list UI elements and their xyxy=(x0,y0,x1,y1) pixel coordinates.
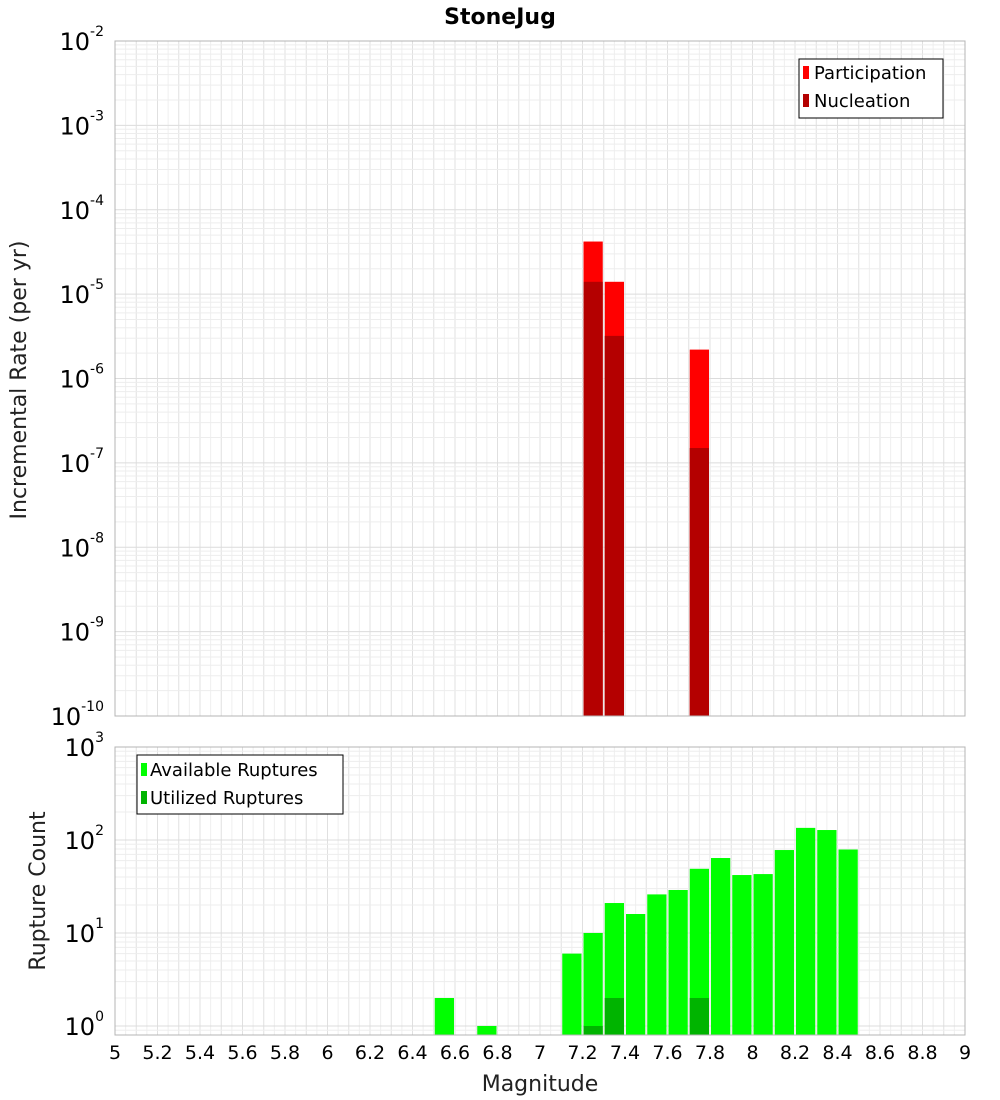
top-y-tick-label: 10-3 xyxy=(59,108,104,140)
legend-label-participation: Participation xyxy=(814,63,926,84)
top-bar-nucleation xyxy=(604,335,624,716)
top-plot: 10-10 10-9 10-8 10-7 10-6 10-5 10-4 10-3 10-2 In… xyxy=(7,24,966,731)
top-y-tick-labels: 10-10 10-9 10-8 10-7 10-6 10-5 10-4 10-3 10-2 xyxy=(51,24,105,731)
top-y-tick-label: 10-9 xyxy=(59,615,104,647)
x-tick-label: 9 xyxy=(959,1042,971,1064)
top-bar-nucleation xyxy=(583,281,603,716)
legend-label-available-ruptures: Available Ruptures xyxy=(150,760,318,781)
top-bar-nucleation xyxy=(689,448,709,716)
bottom-bar-available-ruptures xyxy=(668,889,688,1035)
legend-swatch-nucleation xyxy=(803,94,809,107)
x-tick-label: 8.2 xyxy=(780,1042,810,1064)
x-tick-label: 6.8 xyxy=(482,1042,512,1064)
x-tick-label: 6.2 xyxy=(355,1042,385,1064)
bottom-legend: Available Ruptures Utilized Ruptures xyxy=(136,754,344,815)
bottom-bar-available-ruptures xyxy=(562,953,582,1035)
top-y-tick-label: 10-6 xyxy=(59,362,104,394)
x-tick-label: 7 xyxy=(534,1042,546,1064)
x-tick-label: 8.8 xyxy=(907,1042,937,1064)
top-plot-grid xyxy=(114,40,966,717)
x-tick-label: 5.8 xyxy=(270,1042,300,1064)
x-tick-label: 7.6 xyxy=(652,1042,682,1064)
top-y-tick-label: 10-7 xyxy=(59,446,104,478)
legend-label-utilized-ruptures: Utilized Ruptures xyxy=(150,788,303,809)
x-tick-labels: 5 5.2 5.4 5.6 5.8 6 6.2 6.4 6.6 6.8 7 7.2 7.4 7.6 7.8 8… xyxy=(109,1042,971,1064)
bottom-bar-available-ruptures xyxy=(711,858,731,1035)
bottom-bar-available-ruptures xyxy=(434,997,454,1035)
top-y-tick-label: 10-2 xyxy=(59,24,104,56)
x-tick-label: 8.4 xyxy=(822,1042,852,1064)
x-tick-label: 8 xyxy=(746,1042,758,1064)
bottom-legend-box xyxy=(136,754,344,815)
x-tick-label: 7.2 xyxy=(567,1042,597,1064)
top-y-axis-label: Incremental Rate (per yr) xyxy=(7,241,32,520)
bottom-plot-bars xyxy=(434,827,858,1035)
x-tick-label: 5.2 xyxy=(142,1042,172,1064)
bottom-plot-frame xyxy=(114,746,966,1036)
x-tick-label: 8.6 xyxy=(865,1042,895,1064)
legend-swatch-utilized-ruptures xyxy=(141,791,147,804)
x-tick-label: 5 xyxy=(109,1042,121,1064)
bottom-plot: 100 101 102 103 5 5.2 5.4 5.6 5.8 6 6.2 6.4 6.6 6.8 7… xyxy=(26,730,971,1097)
bottom-bar-available-ruptures xyxy=(583,932,603,1035)
bottom-bar-available-ruptures xyxy=(817,830,837,1035)
bottom-bar-available-ruptures xyxy=(838,849,858,1035)
top-legend-box xyxy=(798,58,944,119)
bottom-y-axis-label: Rupture Count xyxy=(26,811,51,971)
top-plot-bars xyxy=(583,241,709,717)
bottom-y-tick-label: 100 xyxy=(65,1009,104,1041)
top-y-tick-label: 10-4 xyxy=(59,193,104,225)
bottom-bar-utilized-ruptures xyxy=(583,1025,603,1035)
x-tick-label: 7.8 xyxy=(695,1042,725,1064)
bottom-bar-available-ruptures xyxy=(689,868,709,1035)
bottom-bar-available-ruptures xyxy=(753,874,773,1035)
top-plot-frame xyxy=(114,40,966,717)
top-y-tick-label: 10-10 xyxy=(51,699,104,731)
bottom-bar-available-ruptures xyxy=(796,827,816,1035)
x-tick-label: 5.6 xyxy=(227,1042,257,1064)
legend-swatch-participation xyxy=(803,66,809,79)
x-tick-label: 5.4 xyxy=(185,1042,215,1064)
top-y-tick-label: 10-5 xyxy=(59,277,104,309)
bottom-y-tick-label: 103 xyxy=(65,730,104,762)
bottom-bar-available-ruptures xyxy=(626,914,646,1035)
bottom-bar-utilized-ruptures xyxy=(689,997,709,1035)
top-y-tick-label: 10-8 xyxy=(59,530,104,562)
bottom-y-tick-label: 101 xyxy=(65,916,104,948)
x-tick-label: 6.4 xyxy=(397,1042,427,1064)
bottom-bar-utilized-ruptures xyxy=(604,997,624,1035)
legend-label-nucleation: Nucleation xyxy=(814,91,910,112)
top-legend: Participation Nucleation xyxy=(798,58,944,119)
bottom-bar-available-ruptures xyxy=(477,1025,497,1035)
bottom-bar-available-ruptures xyxy=(647,894,667,1035)
bottom-bar-available-ruptures xyxy=(732,875,752,1035)
x-tick-label: 6.6 xyxy=(440,1042,470,1064)
chart-title: StoneJug xyxy=(444,5,556,30)
x-axis-label: Magnitude xyxy=(482,1072,599,1097)
legend-swatch-available-ruptures xyxy=(141,763,147,776)
bottom-y-tick-label: 102 xyxy=(65,823,104,855)
bottom-y-tick-labels: 100 101 102 103 xyxy=(65,730,104,1041)
x-tick-label: 6 xyxy=(321,1042,333,1064)
x-tick-label: 7.4 xyxy=(610,1042,640,1064)
bottom-bar-available-ruptures xyxy=(774,850,794,1035)
